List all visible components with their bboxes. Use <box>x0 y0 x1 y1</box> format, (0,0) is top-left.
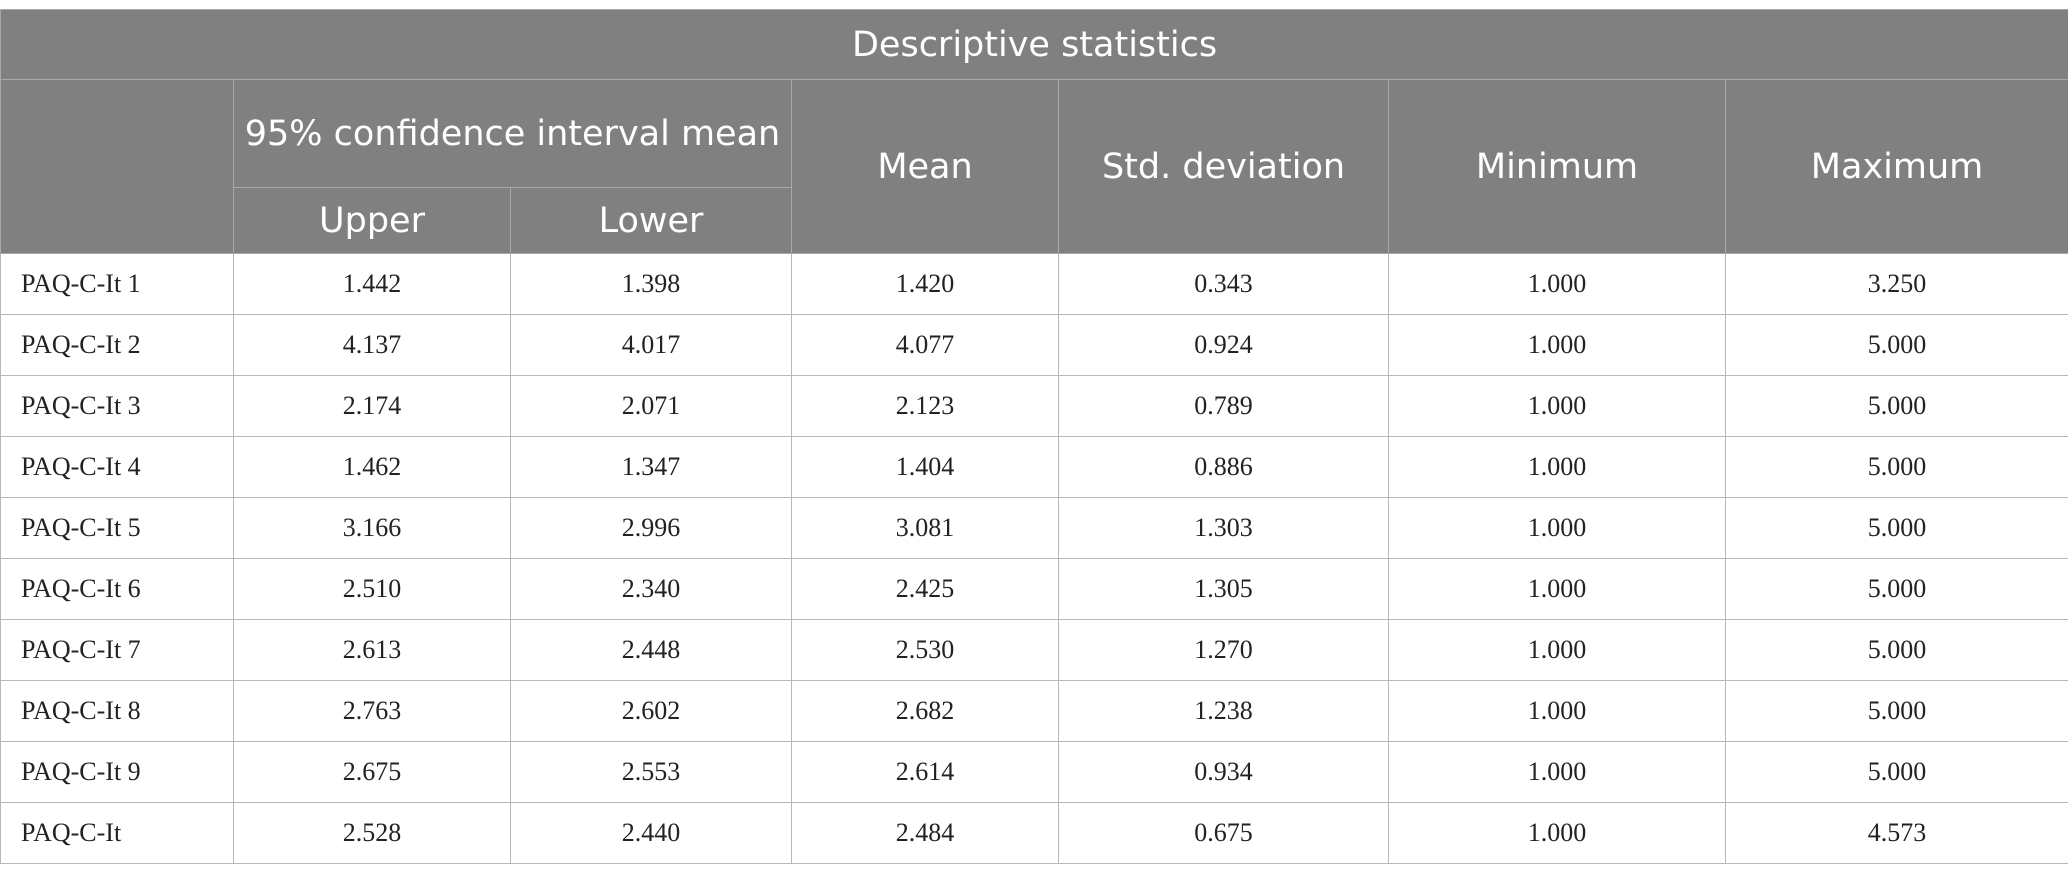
cell: 1.000 <box>1389 620 1726 681</box>
cell: 2.425 <box>792 559 1059 620</box>
cell: 1.000 <box>1389 315 1726 376</box>
cell: 4.017 <box>511 315 792 376</box>
cell: 4.137 <box>234 315 511 376</box>
cell: 1.000 <box>1389 498 1726 559</box>
row-label: PAQ-C-It 2 <box>1 315 234 376</box>
row-label: PAQ-C-It <box>1 803 234 864</box>
cell: 5.000 <box>1726 559 2068 620</box>
cell: 2.440 <box>511 803 792 864</box>
row-label: PAQ-C-It 5 <box>1 498 234 559</box>
cell: 1.000 <box>1389 742 1726 803</box>
cell: 5.000 <box>1726 681 2068 742</box>
cell: 5.000 <box>1726 315 2068 376</box>
table-title: Descriptive statistics <box>1 10 2068 80</box>
cell: 1.000 <box>1389 559 1726 620</box>
cell: 1.347 <box>511 437 792 498</box>
cell: 3.250 <box>1726 254 2068 315</box>
cell: 5.000 <box>1726 742 2068 803</box>
cell: 2.602 <box>511 681 792 742</box>
cell: 1.000 <box>1389 254 1726 315</box>
cell: 1.305 <box>1059 559 1389 620</box>
cell: 1.303 <box>1059 498 1389 559</box>
row-label: PAQ-C-It 7 <box>1 620 234 681</box>
cell: 0.924 <box>1059 315 1389 376</box>
cell: 0.886 <box>1059 437 1389 498</box>
cell: 5.000 <box>1726 498 2068 559</box>
stats-table: Descriptive statistics 95% confidence in… <box>0 9 2068 864</box>
cell: 1.398 <box>511 254 792 315</box>
cell: 3.166 <box>234 498 511 559</box>
column-header: Upper <box>234 188 511 254</box>
cell: 2.763 <box>234 681 511 742</box>
cell: 2.682 <box>792 681 1059 742</box>
cell: 1.000 <box>1389 376 1726 437</box>
cell: 2.528 <box>234 803 511 864</box>
cell: 5.000 <box>1726 437 2068 498</box>
row-label: PAQ-C-It 8 <box>1 681 234 742</box>
cell: 1.000 <box>1389 803 1726 864</box>
cell: 0.934 <box>1059 742 1389 803</box>
cell: 1.270 <box>1059 620 1389 681</box>
cell: 2.174 <box>234 376 511 437</box>
cell: 5.000 <box>1726 376 2068 437</box>
cell: 1.000 <box>1389 681 1726 742</box>
cell: 2.996 <box>511 498 792 559</box>
cell: 2.614 <box>792 742 1059 803</box>
row-label: PAQ-C-It 9 <box>1 742 234 803</box>
cell: 0.675 <box>1059 803 1389 864</box>
row-label: PAQ-C-It 4 <box>1 437 234 498</box>
cell: 2.448 <box>511 620 792 681</box>
column-header: Maximum <box>1726 80 2068 254</box>
cell: 2.553 <box>511 742 792 803</box>
column-header: Mean <box>792 80 1059 254</box>
cell: 1.442 <box>234 254 511 315</box>
cell: 4.077 <box>792 315 1059 376</box>
cell: 2.530 <box>792 620 1059 681</box>
row-label: PAQ-C-It 1 <box>1 254 234 315</box>
cell: 0.789 <box>1059 376 1389 437</box>
cell: 5.000 <box>1726 620 2068 681</box>
cell: 3.081 <box>792 498 1059 559</box>
page: Descriptive statistics 95% confidence in… <box>0 9 2068 896</box>
group-header: 95% confidence interval mean <box>234 80 792 188</box>
cell: 4.573 <box>1726 803 2068 864</box>
row-label: PAQ-C-It 3 <box>1 376 234 437</box>
cell: 2.340 <box>511 559 792 620</box>
cell: 1.000 <box>1389 437 1726 498</box>
column-header: Lower <box>511 188 792 254</box>
cell: 0.343 <box>1059 254 1389 315</box>
column-header: Std. deviation <box>1059 80 1389 254</box>
cell: 1.462 <box>234 437 511 498</box>
cell: 1.404 <box>792 437 1059 498</box>
cell: 2.071 <box>511 376 792 437</box>
cell: 2.484 <box>792 803 1059 864</box>
cell: 1.238 <box>1059 681 1389 742</box>
row-label: PAQ-C-It 6 <box>1 559 234 620</box>
cell: 2.510 <box>234 559 511 620</box>
cell: 2.675 <box>234 742 511 803</box>
cell: 1.420 <box>792 254 1059 315</box>
empty-header <box>1 80 234 254</box>
column-header: Minimum <box>1389 80 1726 254</box>
cell: 2.613 <box>234 620 511 681</box>
cell: 2.123 <box>792 376 1059 437</box>
